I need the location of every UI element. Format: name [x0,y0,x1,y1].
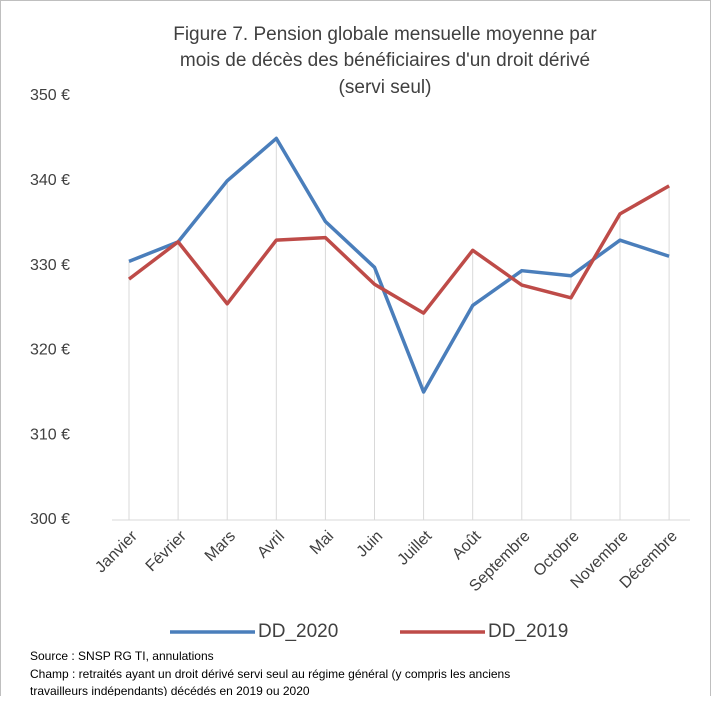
legend-label: DD_2020 [258,621,338,642]
chart-title: mois de décès des bénéficiaires d'un dro… [180,50,590,71]
y-tick-label: 350 € [30,87,70,104]
y-tick-label: 300 € [30,511,70,528]
y-tick-label: 330 € [30,257,70,274]
note: Source : SNSP RG TI, annulations [30,649,214,663]
line-series [127,184,670,315]
y-tick-label: 310 € [30,426,70,443]
y-tick-label: 340 € [30,172,70,189]
line-series [128,136,670,394]
legend-label: DD_2019 [488,621,568,642]
note: Champ : retraités ayant un droit dérivé … [30,667,510,681]
chart-title: (servi seul) [339,77,432,98]
chart-title: Figure 7. Pension globale mensuelle moye… [173,24,597,45]
y-tick-label: 320 € [30,342,70,359]
note: travailleurs indépendants) décédés en 20… [30,684,310,696]
